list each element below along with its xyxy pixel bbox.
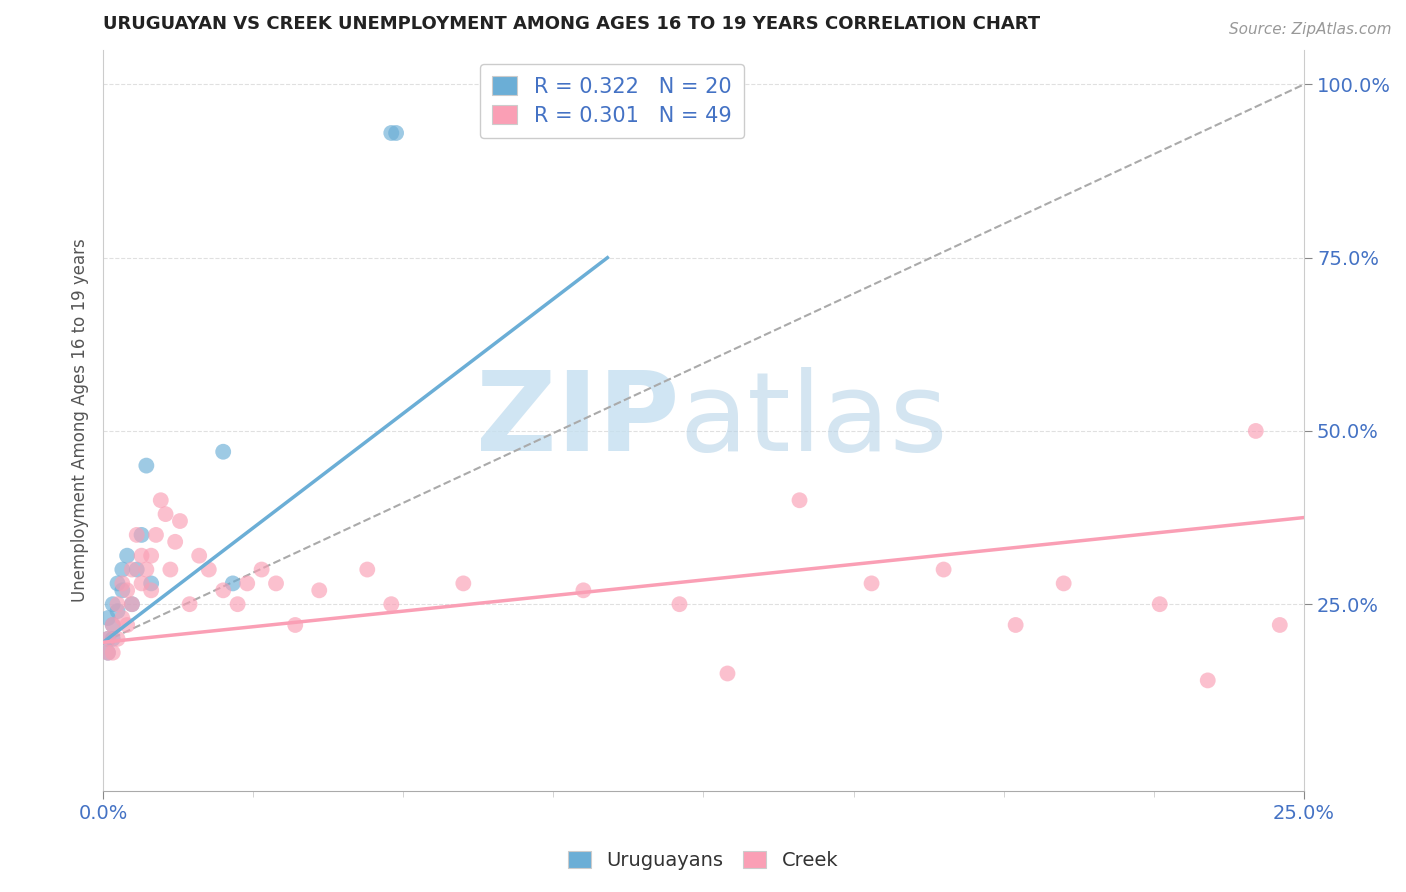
Point (159, 563, 181, 577)
Point (115, 618, 138, 632)
Point (115, 583, 138, 598)
Point (716, 666, 738, 681)
Point (179, 597, 201, 611)
Point (1197, 673, 1219, 688)
Point (1244, 424, 1267, 438)
Point (121, 597, 143, 611)
Point (125, 528, 148, 542)
Point (212, 583, 235, 598)
Point (155, 507, 177, 521)
Point (135, 563, 157, 577)
Point (222, 576, 245, 591)
Point (149, 493, 172, 508)
Point (125, 563, 148, 577)
Point (131, 528, 153, 542)
Text: atlas: atlas (679, 368, 948, 474)
Point (135, 458, 157, 473)
Point (1268, 618, 1291, 632)
Point (107, 576, 129, 591)
Text: Source: ZipAtlas.com: Source: ZipAtlas.com (1229, 22, 1392, 37)
Point (284, 618, 307, 632)
Point (1149, 597, 1171, 611)
Point (356, 563, 378, 577)
Point (380, 126, 402, 140)
Point (668, 597, 690, 611)
Point (111, 583, 134, 598)
Text: ZIP: ZIP (477, 368, 679, 474)
Point (111, 611, 134, 625)
Point (145, 528, 167, 542)
Point (141, 549, 163, 563)
Point (131, 576, 153, 591)
Text: URUGUAYAN VS CREEK UNEMPLOYMENT AMONG AGES 16 TO 19 YEARS CORRELATION CHART: URUGUAYAN VS CREEK UNEMPLOYMENT AMONG AG… (103, 15, 1040, 33)
Point (97, 632, 120, 646)
Legend: R = 0.322   N = 20, R = 0.301   N = 49: R = 0.322 N = 20, R = 0.301 N = 49 (479, 64, 744, 138)
Point (236, 576, 259, 591)
Point (197, 563, 219, 577)
Point (212, 444, 235, 458)
Point (101, 618, 124, 632)
Point (789, 493, 811, 508)
Point (188, 549, 211, 563)
Point (101, 632, 124, 646)
Point (141, 576, 163, 591)
Y-axis label: Unemployment Among Ages 16 to 19 years: Unemployment Among Ages 16 to 19 years (72, 239, 89, 602)
Point (453, 576, 475, 591)
Point (97, 632, 120, 646)
Point (250, 563, 273, 577)
Legend: Uruguayans, Creek: Uruguayans, Creek (560, 843, 846, 878)
Point (97, 646, 120, 660)
Point (572, 583, 595, 598)
Point (97, 611, 120, 625)
Point (107, 632, 129, 646)
Point (111, 563, 134, 577)
Point (264, 576, 287, 591)
Point (107, 597, 129, 611)
Point (932, 563, 955, 577)
Point (111, 576, 134, 591)
Point (308, 583, 330, 598)
Point (101, 646, 124, 660)
Point (107, 604, 129, 618)
Point (121, 597, 143, 611)
Point (165, 534, 187, 549)
Point (97, 646, 120, 660)
Point (121, 563, 143, 577)
Point (1004, 618, 1026, 632)
Point (169, 514, 191, 528)
Point (115, 549, 138, 563)
Point (385, 126, 408, 140)
Point (101, 597, 124, 611)
Point (141, 583, 163, 598)
Point (1053, 576, 1076, 591)
Point (101, 618, 124, 632)
Point (131, 549, 153, 563)
Point (380, 597, 402, 611)
Point (226, 597, 249, 611)
Point (860, 576, 883, 591)
